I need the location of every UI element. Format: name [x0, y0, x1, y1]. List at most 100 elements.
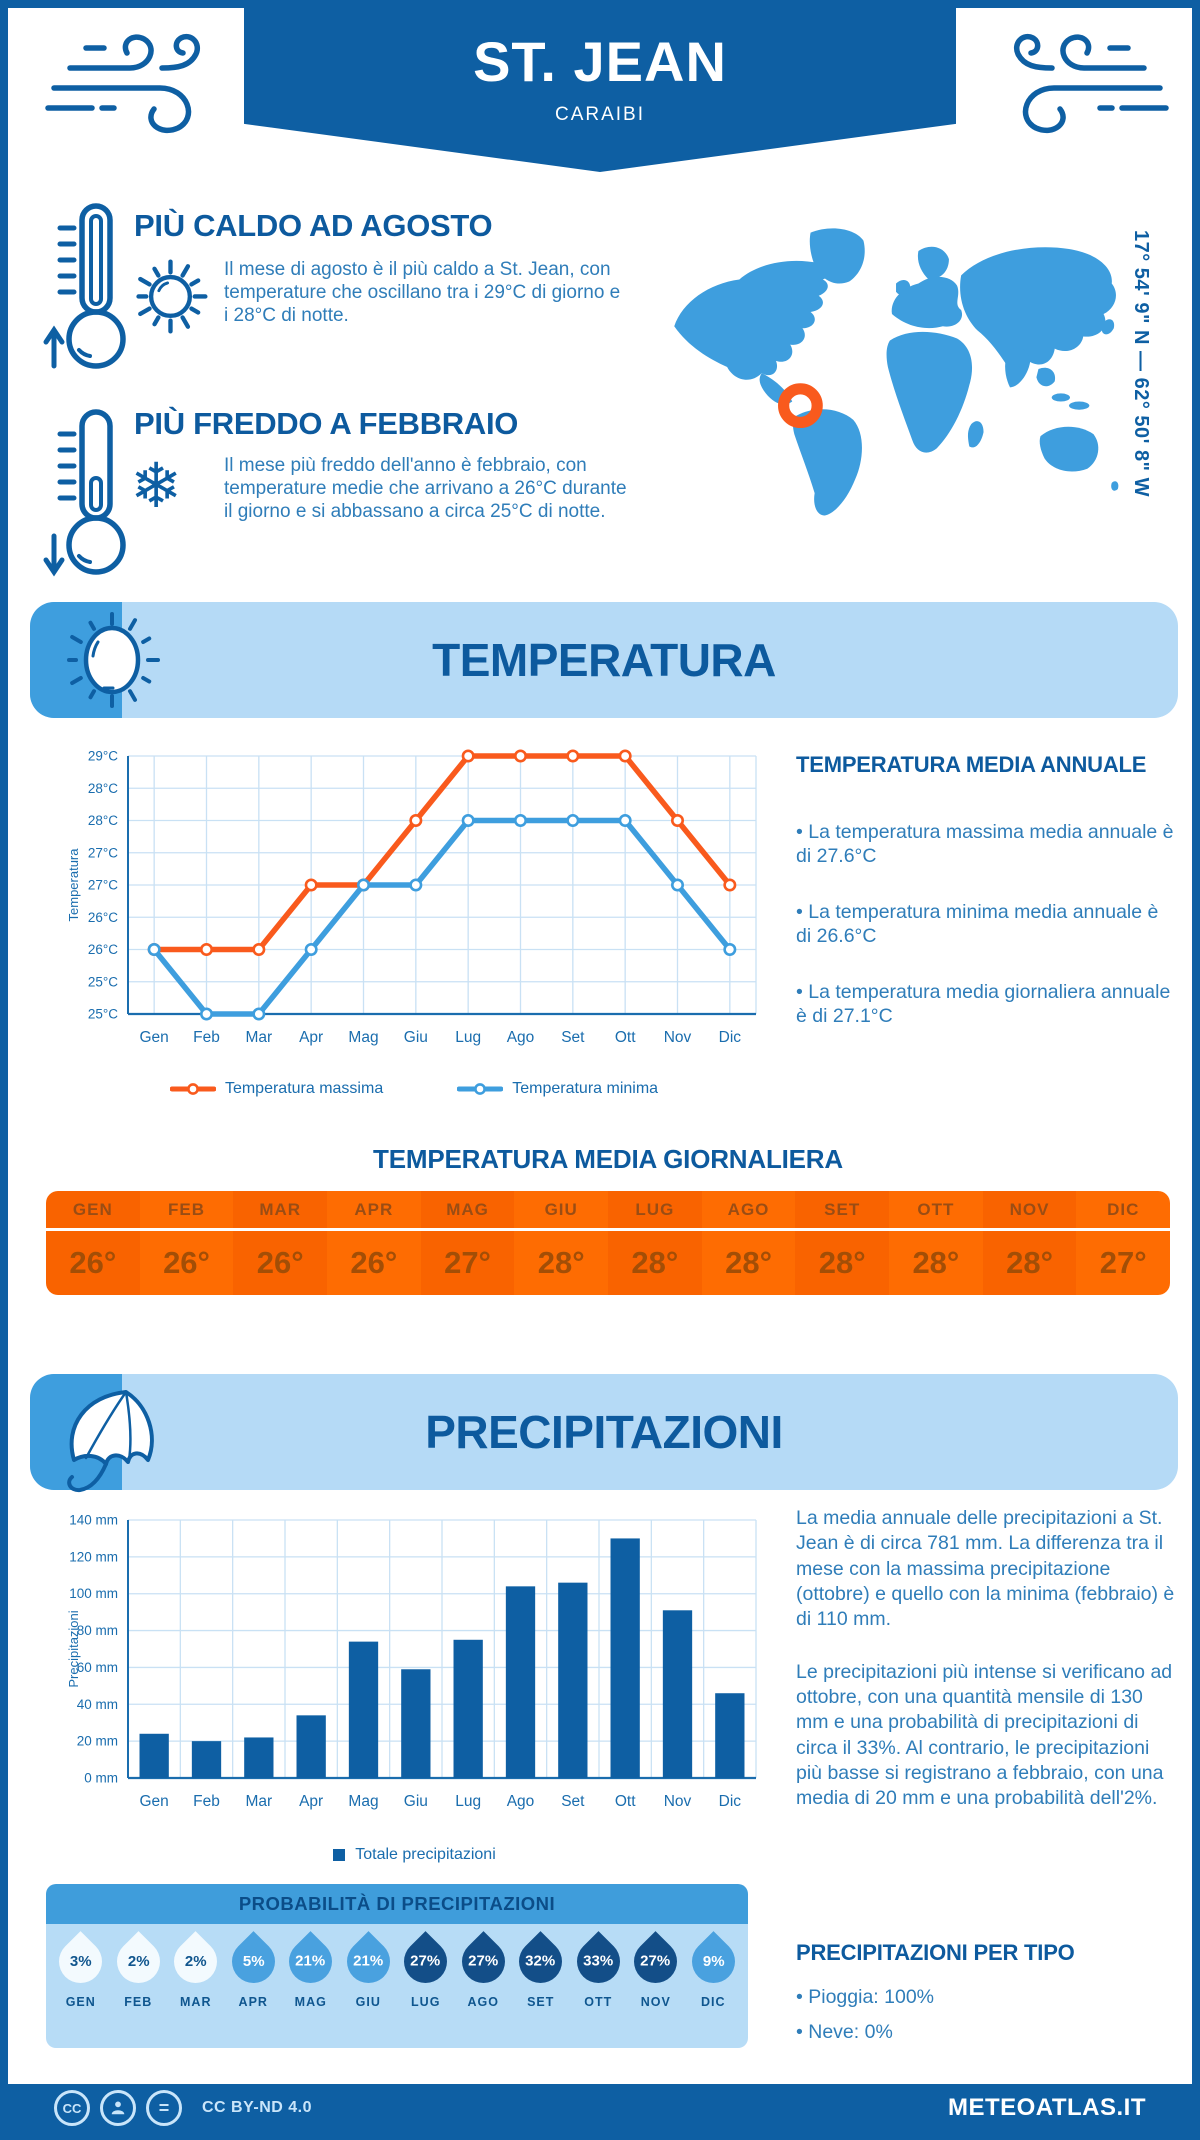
temperature-band-title: TEMPERATURA — [432, 634, 776, 686]
x-tick-label: Lug — [455, 1793, 481, 1810]
continent-australia — [1039, 426, 1099, 472]
y-tick-label: 28°C — [88, 781, 118, 796]
island-indonesia — [1051, 393, 1071, 402]
y-tick-label: 80 mm — [77, 1623, 118, 1638]
legend-item: Totale precipitazioni — [332, 1846, 496, 1864]
probability-cell: 21% GIU — [337, 1924, 399, 2048]
data-point-marker — [618, 814, 632, 828]
bar — [662, 1610, 693, 1778]
hot-month-text: Il mese di agosto è il più caldo a St. J… — [224, 259, 621, 327]
y-tick-label: 0 mm — [84, 1771, 118, 1786]
cold-month-text: Il mese più freddo dell'anno è febbraio,… — [224, 455, 627, 523]
y-tick-label: 120 mm — [69, 1549, 118, 1564]
table-month-label: GIU — [514, 1191, 609, 1231]
droplet-month-label: GEN — [65, 1995, 96, 2009]
header-banner: ST. JEAN CARAIBI — [244, 8, 956, 172]
probability-cell: 21% MAG — [280, 1924, 342, 2048]
table-column: GEN 26° — [46, 1191, 140, 1295]
droplet-value: 27% — [640, 1953, 671, 1970]
annual-min-bullet: • La temperatura minima media annuale è … — [796, 900, 1159, 948]
table-month-label: NOV — [982, 1191, 1077, 1231]
y-tick-label: 27°C — [88, 878, 118, 893]
droplet-value: 9% — [702, 1953, 725, 1970]
daily-temperature-title: TEMPERATURA MEDIA GIORNALIERA — [373, 1144, 843, 1174]
data-point-marker — [147, 943, 161, 957]
droplet-icon: 5% — [222, 1931, 284, 1992]
droplet-value: 21% — [295, 1953, 326, 1970]
annual-mean-bullet: • La temperatura media giornaliera annua… — [796, 980, 1171, 1027]
table-temperature-value: 26° — [69, 1245, 117, 1280]
y-tick-label: 27°C — [88, 845, 118, 860]
data-point-marker — [513, 749, 527, 763]
droplet-month-label: MAR — [180, 1995, 212, 2009]
y-tick-label: 140 mm — [69, 1513, 118, 1528]
data-point-marker — [409, 878, 423, 892]
x-tick-label: Dic — [719, 1029, 742, 1046]
island-greenland — [809, 228, 865, 284]
droplet-month-label: NOV — [640, 1995, 671, 2009]
table-month-label: LUG — [608, 1191, 702, 1231]
probability-cell: 2% FEB — [107, 1924, 169, 2048]
probability-cell: 27% NOV — [625, 1924, 687, 2048]
table-temperature-value: 28° — [725, 1245, 772, 1280]
droplet-icon: 3% — [50, 1931, 112, 1992]
temperature-annual-list: • La temperatura massima media annuale è… — [796, 820, 1176, 1028]
droplet-value: 27% — [468, 1953, 499, 1970]
precipitation-paragraph-2: Le precipitazioni più intense si verific… — [796, 1660, 1173, 1810]
droplet-value: 5% — [242, 1953, 265, 1970]
bar — [715, 1693, 745, 1778]
data-point-marker — [670, 814, 684, 828]
legend-item: Temperatura massima — [169, 1080, 383, 1098]
bar — [610, 1538, 640, 1778]
y-tick-label: 100 mm — [69, 1586, 118, 1601]
series-line — [151, 753, 733, 953]
table-temperature-value: 28° — [1006, 1245, 1053, 1280]
droplet-icon: 2% — [165, 1931, 227, 1992]
table-column: DIC 27° — [1076, 1191, 1170, 1295]
x-tick-label: Ott — [615, 1793, 636, 1810]
umbrella-icon — [67, 1390, 154, 1493]
droplet-value: 2% — [184, 1953, 207, 1970]
y-tick-label: 25°C — [88, 1007, 118, 1022]
annual-max-bullet: • La temperatura massima media annuale è… — [796, 821, 1174, 868]
data-point-marker — [200, 943, 214, 957]
probability-title: PROBABILITÀ DI PRECIPITAZIONI — [46, 1884, 748, 1924]
world-map — [674, 228, 1119, 516]
data-point-marker — [618, 749, 632, 763]
droplet-icon: 21% — [280, 1931, 342, 1992]
droplet-month-label: SET — [527, 1995, 555, 2009]
x-tick-label: Gen — [140, 1793, 169, 1810]
probability-cell: 33% OTT — [567, 1924, 629, 2048]
droplet-icon: 32% — [510, 1931, 572, 1992]
bar — [139, 1733, 169, 1778]
table-month-label: MAG — [420, 1191, 515, 1231]
precipitation-text-panel: La media annuale delle precipitazioni a … — [796, 1506, 1180, 1812]
x-tick-label: Feb — [193, 1793, 220, 1810]
table-month-label: FEB — [139, 1191, 234, 1231]
by-type-title: PRECIPITAZIONI PER TIPO — [796, 1940, 1075, 1965]
droplet-value: 2% — [127, 1953, 150, 1970]
table-temperature-value: 26° — [256, 1245, 304, 1280]
continent-north-america — [674, 260, 830, 380]
droplet-month-label: GIU — [355, 1995, 381, 2009]
precipitation-section-band: PRECIPITAZIONI — [30, 1374, 1178, 1493]
legend-label: Totale precipitazioni — [355, 1846, 496, 1863]
probability-cell: 27% AGO — [452, 1924, 514, 2048]
legend-circle — [187, 1083, 199, 1095]
region-southeast-asia — [1036, 367, 1056, 387]
y-axis-title: Temperatura — [66, 848, 81, 922]
table-temperature-value: 28° — [818, 1245, 866, 1280]
hot-month-title: PIÙ CALDO AD AGOSTO — [134, 208, 493, 243]
data-point-marker — [409, 814, 423, 828]
probability-cell: 5% APR — [222, 1924, 284, 2048]
table-column: FEB 26° — [139, 1191, 234, 1295]
droplet-month-label: APR — [238, 1995, 268, 2009]
droplet-icon: 27% — [452, 1931, 514, 1992]
droplet-month-label: MAG — [294, 1995, 327, 2009]
droplet-icon: 2% — [107, 1931, 169, 1992]
x-tick-label: Giu — [404, 1029, 428, 1046]
probability-cell: 9% DIC — [682, 1924, 744, 2048]
y-tick-label: 29°C — [88, 749, 118, 764]
bar — [453, 1639, 483, 1778]
bar — [348, 1641, 379, 1778]
